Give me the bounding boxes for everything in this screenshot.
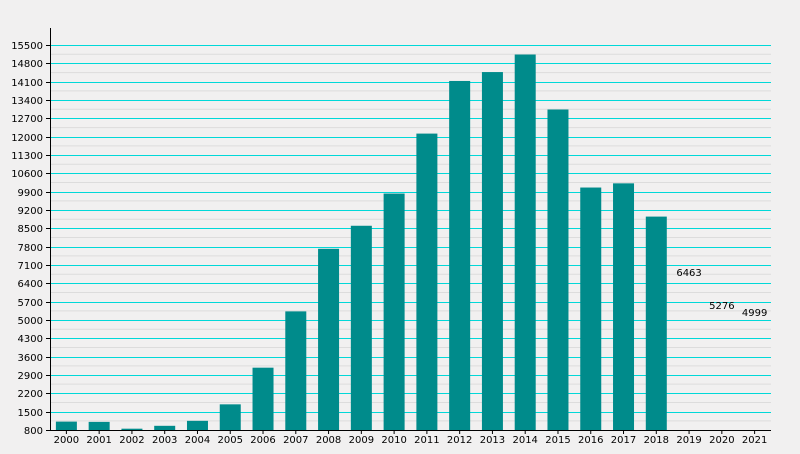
x-tick-label: 2002 [119, 435, 144, 446]
x-tick-label: 2014 [512, 435, 537, 446]
data-label-2021: 4999 [742, 308, 767, 319]
bar-2004 [186, 420, 208, 430]
bar-2008 [318, 248, 340, 430]
y-tick-label: 4300 [18, 334, 43, 345]
x-tick-label: 2016 [578, 435, 603, 446]
axes: 800 1500 2200 2900 3600 4300 5000 5700 6400 7100 7… [11, 28, 771, 446]
x-tick-label: 2013 [480, 435, 505, 446]
y-tick-label: 11300 [11, 151, 43, 162]
bar-2018 [645, 216, 667, 430]
bar-2001 [88, 421, 110, 430]
y-tick-label: 2900 [18, 371, 43, 382]
bars [55, 54, 667, 431]
y-tick-label: 8500 [18, 224, 43, 235]
x-tick-label: 2008 [316, 435, 341, 446]
bar-2007 [285, 311, 307, 430]
y-tick-label: 7800 [18, 243, 43, 254]
y-tick-label: 14800 [11, 59, 43, 70]
x-tick-label: 2006 [250, 435, 275, 446]
y-tick-label: 9900 [18, 188, 43, 199]
bar-2015 [547, 109, 569, 431]
data-label-2019: 6463 [676, 268, 701, 279]
x-tick-label: 2009 [349, 435, 374, 446]
y-tick-label: 7100 [18, 261, 43, 272]
y-tick-label: 12700 [11, 114, 43, 125]
y-tick-label: 2200 [18, 389, 43, 400]
y-tick-label: 1500 [18, 408, 43, 419]
bar-2003 [154, 425, 176, 430]
x-tick-label: 2017 [611, 435, 636, 446]
y-tick-label: 13400 [11, 96, 43, 107]
bar-2010 [383, 193, 405, 430]
y-tick-label: 6400 [18, 279, 43, 290]
bar-2006 [252, 367, 274, 430]
bar-2013 [481, 72, 503, 431]
x-tick-label: 2003 [152, 435, 177, 446]
bar-2009 [350, 225, 372, 430]
bar-2017 [613, 183, 635, 430]
labels: 6463 5276 4999 [676, 268, 767, 319]
y-tick-label: 5700 [18, 298, 43, 309]
x-tick-label: 2018 [644, 435, 669, 446]
y-tick-label: 10600 [11, 169, 43, 180]
x-tick-label: 2011 [414, 435, 439, 446]
x-tick-label: 2004 [185, 435, 210, 446]
x-tick-label: 2021 [742, 435, 767, 446]
x-tick-label: 2012 [447, 435, 472, 446]
x-tick-label: 2010 [381, 435, 406, 446]
bar-2012 [449, 80, 471, 430]
y-tick-label: 15500 [11, 41, 43, 52]
y-tick-label: 9200 [18, 206, 43, 217]
y-tick-label: 800 [24, 426, 43, 437]
y-tick-label: 14100 [11, 78, 43, 89]
x-tick-label: 2019 [676, 435, 701, 446]
y-tick-label: 12000 [11, 133, 43, 144]
x-tick-label: 2001 [86, 435, 111, 446]
bar-2011 [416, 133, 438, 431]
bar-2016 [580, 187, 602, 430]
x-tick-label: 2015 [545, 435, 570, 446]
y-tick-label: 5000 [18, 316, 43, 327]
bar-2000 [55, 421, 77, 430]
data-label-2020: 5276 [709, 301, 734, 312]
x-tick-label: 2000 [54, 435, 79, 446]
x-tick-label: 2007 [283, 435, 308, 446]
x-tick-label: 2005 [218, 435, 243, 446]
bar-2002 [121, 428, 143, 430]
bar-2005 [219, 404, 241, 430]
x-tick-label: 2020 [709, 435, 734, 446]
y-tick-label: 3600 [18, 353, 43, 364]
bar-2014 [514, 54, 536, 430]
